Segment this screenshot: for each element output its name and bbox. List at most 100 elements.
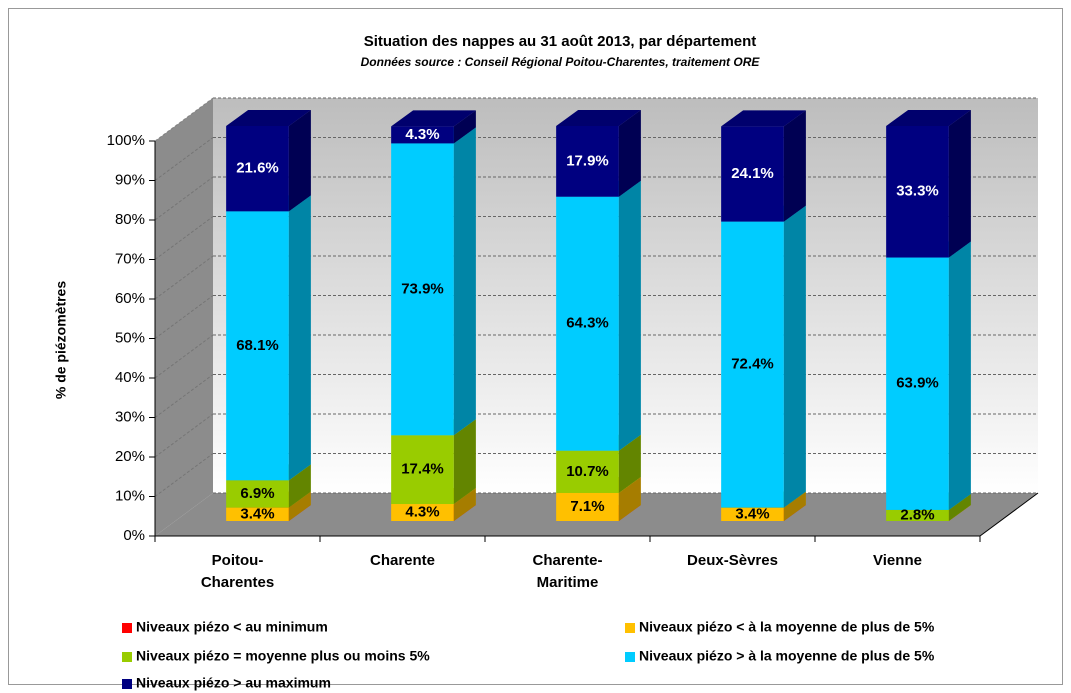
bar-side (618, 110, 641, 197)
bar-side (288, 110, 311, 212)
bar-segment (556, 492, 619, 521)
bar-segment (721, 507, 784, 521)
bar-side (948, 493, 971, 521)
data-label: 4.3% (405, 503, 439, 520)
bar-segment (556, 126, 619, 197)
grid-line (154, 334, 214, 379)
grid-line (154, 255, 214, 300)
bar-segment (886, 257, 949, 510)
legend-swatch (625, 623, 635, 633)
legend-swatch (122, 679, 132, 689)
bar-side-shade (453, 110, 476, 144)
legend-swatch (122, 652, 132, 662)
bar-side (618, 476, 641, 521)
data-label: 72.4% (731, 356, 774, 373)
bar-side-shade (453, 419, 476, 505)
bar-side (948, 241, 971, 510)
bar-side-shade (783, 205, 806, 508)
grid-line (154, 295, 214, 339)
bar-side (453, 419, 476, 505)
y-tick-label: 80% (115, 211, 145, 228)
y-tick-label: 20% (115, 448, 145, 465)
bar-side (288, 195, 311, 481)
bar-side-shade (288, 195, 311, 481)
y-tick-label: 40% (115, 369, 145, 386)
bar-side (783, 205, 806, 508)
data-label: 3.4% (735, 505, 769, 522)
bar-side-shade (288, 110, 311, 212)
legend-label: Niveaux piézo < au minimum (136, 619, 328, 635)
y-axis-label: % de piézomètres (53, 281, 69, 399)
bar-side (618, 434, 641, 493)
grid-line (154, 413, 214, 458)
bar-top (721, 110, 806, 127)
bar-side-shade (948, 493, 971, 521)
bar-top-shade (721, 110, 806, 127)
grid-line (154, 137, 214, 181)
bar-side-shade (453, 127, 476, 436)
legend-label: Niveaux piézo > à la moyenne de plus de … (639, 648, 935, 664)
data-label: 63.9% (896, 375, 939, 392)
x-tick-label: Poitou- Charentes (200, 552, 275, 591)
bar-side-shade (948, 110, 971, 258)
x-tick-label: Charente (369, 552, 436, 569)
legend-swatch (122, 623, 132, 633)
data-label: 64.3% (566, 315, 609, 332)
x-tick-label: Vienne (873, 552, 922, 569)
data-label: 4.3% (405, 126, 439, 143)
grid-line (154, 176, 214, 221)
bar-side (288, 491, 311, 521)
grid-line (154, 453, 214, 497)
bar-top-shade (391, 110, 476, 127)
bar-top (886, 110, 971, 126)
legend-label: Niveaux piézo < à la moyenne de plus de … (639, 619, 935, 635)
data-label: 17.9% (566, 152, 609, 169)
bar-side (783, 110, 806, 222)
bar-side (453, 127, 476, 436)
bar-segment (226, 211, 289, 481)
bar-top (391, 110, 476, 127)
data-label: 10.7% (566, 463, 609, 480)
bar-side-shade (288, 491, 311, 521)
grid-line (154, 216, 214, 260)
bar-side-shade (288, 464, 311, 508)
bar-segment (556, 450, 619, 493)
bar-segment (391, 504, 454, 521)
bar-segment (721, 126, 784, 222)
bar-side-shade (618, 180, 641, 451)
bar-side (453, 110, 476, 144)
bar-top-shade (226, 110, 311, 126)
chart-subtitle: Données source : Conseil Régional Poitou… (361, 55, 761, 69)
bar-top-shade (886, 110, 971, 126)
bar-side (453, 488, 476, 521)
y-tick-label: 50% (115, 329, 145, 346)
bar-top-shade (556, 110, 641, 126)
bar-segment (721, 221, 784, 508)
bar-side (618, 180, 641, 451)
bar-side-shade (783, 110, 806, 222)
bar-segment (886, 126, 949, 258)
legend-swatch (625, 652, 635, 662)
data-label: 7.1% (570, 498, 604, 515)
bar-side-shade (618, 476, 641, 521)
y-tick-label: 60% (115, 290, 145, 307)
bar-side-shade (948, 241, 971, 510)
x-tick-label: Deux-Sèvres (687, 552, 778, 569)
data-label: 73.9% (401, 280, 444, 297)
x-tick-label: Charente- Maritime (532, 552, 603, 591)
chart-title: Situation des nappes au 31 août 2013, pa… (364, 33, 757, 50)
bar-segment (226, 507, 289, 521)
y-tick-label: 70% (115, 250, 145, 267)
bar-side-shade (453, 488, 476, 521)
data-label: 3.4% (240, 505, 274, 522)
bar-side-shade (783, 491, 806, 521)
y-tick-label: 30% (115, 408, 145, 425)
bar-side-shade (618, 434, 641, 493)
data-label: 2.8% (900, 506, 934, 523)
bar-segment (391, 126, 454, 144)
bar-segment (556, 196, 619, 451)
data-label: 33.3% (896, 183, 939, 200)
data-label: 21.6% (236, 160, 279, 177)
